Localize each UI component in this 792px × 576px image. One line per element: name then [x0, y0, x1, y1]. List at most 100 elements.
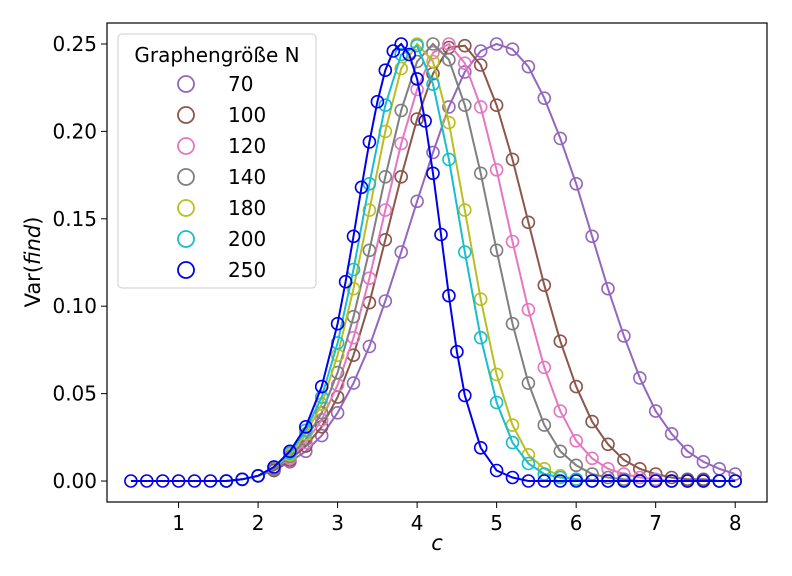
data-point	[585, 414, 599, 429]
data-point	[601, 437, 615, 452]
data-point	[457, 245, 472, 259]
data-point	[505, 435, 520, 450]
legend-items: 70 100 120 140 180 200 250	[177, 72, 266, 282]
data-point	[601, 281, 615, 296]
data-point	[314, 405, 329, 420]
data-point	[553, 404, 568, 418]
legend-label: 180	[228, 196, 266, 220]
data-point	[601, 474, 615, 488]
data-point	[346, 376, 361, 390]
data-point	[362, 177, 377, 191]
y-tick-label: 0.05	[52, 382, 97, 406]
legend-label: 120	[228, 134, 266, 158]
data-point	[394, 136, 409, 151]
legend-title: Graphengröße N	[134, 43, 299, 67]
y-tick-label: 0.15	[52, 207, 97, 231]
legend-box	[117, 33, 317, 289]
data-point	[712, 474, 727, 488]
data-point	[489, 37, 504, 51]
data-point	[314, 390, 329, 404]
x-tick-label: 5	[490, 511, 503, 535]
data-point	[155, 474, 170, 488]
data-point	[489, 463, 504, 478]
data-point	[402, 47, 417, 62]
data-point	[648, 404, 663, 418]
data-point	[473, 292, 488, 307]
data-point	[521, 215, 536, 230]
data-point	[378, 98, 393, 112]
data-point	[728, 474, 743, 488]
data-point	[585, 229, 599, 244]
data-point	[442, 152, 456, 167]
data-point	[442, 37, 456, 51]
data-point	[473, 440, 488, 455]
data-point	[450, 344, 464, 359]
data-point	[457, 98, 472, 112]
x-tick-label: 3	[331, 511, 344, 535]
data-point	[378, 170, 393, 184]
data-point	[298, 419, 313, 434]
data-point	[251, 468, 265, 483]
data-point	[473, 44, 488, 58]
x-tick-label: 6	[570, 511, 583, 535]
data-point	[124, 474, 138, 488]
data-point	[370, 94, 385, 109]
data-point	[537, 278, 552, 293]
data-point	[394, 37, 409, 51]
data-point	[346, 229, 361, 244]
data-point	[426, 145, 440, 160]
data-point	[418, 114, 432, 128]
y-tick-label: 0.10	[52, 294, 97, 318]
legend-marker	[177, 168, 195, 186]
data-point	[505, 316, 520, 331]
y-axis: 0.00 0.05 0.10 0.15 0.20 0.25	[52, 32, 107, 493]
legend: Graphengröße N 70 100 120 140 180 200 250	[117, 33, 317, 289]
data-point	[203, 474, 218, 488]
data-point	[601, 470, 615, 485]
data-point	[330, 316, 345, 331]
data-point	[553, 470, 568, 485]
data-point	[442, 288, 456, 303]
data-point	[537, 418, 552, 432]
data-point	[680, 444, 695, 459]
data-point	[648, 474, 663, 488]
data-point	[521, 302, 536, 317]
data-point	[473, 58, 488, 72]
data-point	[617, 329, 631, 343]
legend-marker	[177, 230, 195, 248]
y-axis-label-prefix: Var(	[21, 265, 45, 307]
data-point	[426, 45, 440, 60]
data-point	[426, 166, 440, 181]
legend-label: 250	[228, 258, 266, 282]
data-point	[378, 63, 393, 77]
data-point	[410, 194, 424, 209]
data-point	[457, 38, 472, 53]
legend-label: 70	[228, 72, 253, 96]
data-point	[553, 334, 568, 349]
data-point	[521, 474, 536, 488]
data-point	[442, 100, 456, 114]
data-point	[362, 243, 377, 258]
x-axis-label: c	[431, 531, 443, 555]
plot-area	[106, 22, 768, 503]
x-tick-label: 7	[649, 511, 662, 535]
data-point	[457, 56, 472, 71]
data-point	[537, 360, 552, 375]
data-point	[473, 330, 488, 345]
series-250	[124, 37, 743, 488]
data-point	[394, 245, 409, 259]
data-point	[664, 470, 679, 485]
legend-marker	[177, 137, 195, 155]
data-point	[386, 44, 401, 58]
data-point	[426, 54, 440, 69]
data-point	[442, 115, 456, 130]
data-point	[426, 37, 440, 51]
data-point	[617, 453, 631, 467]
data-point	[489, 163, 504, 177]
data-point	[330, 405, 345, 420]
data-point	[585, 474, 599, 488]
data-point	[569, 433, 584, 448]
y-axis-label-italic: find	[21, 224, 45, 265]
data-point	[171, 474, 186, 488]
